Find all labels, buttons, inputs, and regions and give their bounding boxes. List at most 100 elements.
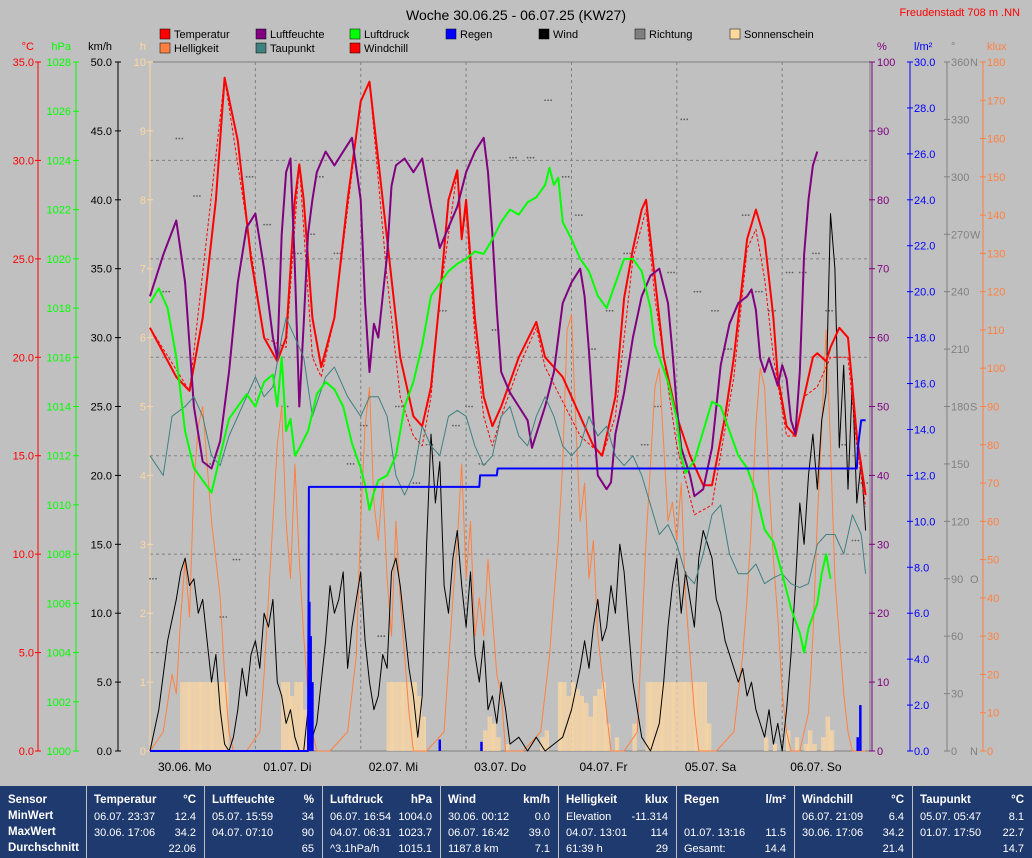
axis-tick-label-wind: 50.0 — [91, 57, 112, 69]
stat-value: 22.7 — [1002, 827, 1024, 839]
direction-dot — [352, 463, 355, 465]
axis-tick-label-pressure: 1022 — [47, 205, 71, 217]
axis-tick-label-pressure: 1018 — [47, 303, 71, 315]
axis-tick-label-sun: 2 — [140, 608, 146, 620]
stat-value: 1023.7 — [398, 827, 432, 839]
stat-value: 7.1 — [534, 843, 550, 855]
series-luftdruck — [149, 166, 832, 654]
axis-unit-sun: h — [140, 41, 146, 53]
direction-dot — [222, 616, 225, 618]
direction-dot — [854, 539, 857, 542]
direction-dot — [686, 118, 689, 121]
direction-dot — [646, 443, 649, 446]
column-separator — [676, 786, 677, 858]
axis-tick-label-light: 30 — [987, 631, 999, 643]
direction-dot — [199, 195, 201, 197]
direction-dot — [785, 271, 788, 274]
direction-dot — [515, 156, 517, 159]
stat-value: 1004.0 — [398, 811, 432, 823]
stat-value: 90 — [301, 827, 314, 839]
direction-dot — [866, 482, 869, 484]
direction-dot — [653, 405, 656, 408]
direction-dot — [594, 348, 596, 350]
axis-tick-label-wind: 40.0 — [91, 195, 112, 207]
stat-value: 21.4 — [882, 843, 904, 855]
axis-unit-wind: km/h — [88, 41, 112, 53]
sensor-header: Sensor — [8, 794, 47, 806]
axis-tick-label-rain: 30.0 — [914, 57, 935, 69]
stat-value: 22.06 — [168, 843, 196, 855]
axis-tick-label-direction: 120 — [951, 516, 969, 528]
axis-tick-label-sun: 8 — [140, 195, 146, 207]
axis-tick-label-pressure: 1010 — [47, 500, 71, 512]
axis-tick-label-pressure: 1024 — [47, 155, 71, 167]
direction-dot — [529, 156, 532, 159]
direction-dot — [251, 175, 254, 178]
axis-tick-label-rain: 12.0 — [914, 470, 935, 482]
direction-dot — [841, 443, 844, 446]
x-day-label: 04.07. Fr — [579, 760, 627, 774]
legend-label: Windchill — [364, 43, 408, 55]
direction-dot — [336, 252, 339, 255]
stat-unit: % — [303, 794, 314, 806]
direction-dot — [380, 635, 383, 638]
stat-label: 30.06. 00:12 — [448, 811, 510, 823]
direction-letter: S — [970, 402, 977, 414]
legend-label: Taupunkt — [270, 43, 315, 55]
stat-value: 29 — [655, 843, 668, 855]
direction-dot — [444, 309, 447, 312]
direction-dot — [425, 443, 428, 446]
axis-tick-label-sun: 7 — [140, 264, 146, 276]
direction-dot — [318, 175, 321, 178]
direction-dot — [313, 233, 315, 236]
direction-dot — [175, 137, 178, 140]
direction-dot — [310, 233, 312, 236]
direction-dot — [798, 271, 801, 274]
axis-tick-label-temp: 20.0 — [13, 352, 34, 364]
direction-dot — [643, 443, 646, 446]
axis-tick-label-light: 60 — [987, 516, 999, 528]
direction-dot — [455, 424, 457, 427]
legend-label: Temperatur — [174, 29, 230, 41]
axis-tick-label-light: 20 — [987, 669, 999, 681]
x-day-label: 06.07. So — [790, 760, 842, 774]
direction-dot — [346, 463, 349, 465]
axis-tick-label-wind: 15.0 — [91, 539, 112, 551]
axis-tick-label-light: 100 — [987, 363, 1005, 375]
direction-dot — [760, 290, 763, 293]
axis-tick-label-sun: 3 — [140, 539, 146, 551]
direction-dot — [365, 424, 368, 427]
stat-label: 30.06. 17:06 — [94, 827, 156, 839]
axis-tick-label-light: 90 — [987, 402, 999, 414]
direction-dot — [567, 175, 570, 178]
series-taupunkt — [149, 317, 867, 589]
direction-dot — [152, 577, 154, 580]
stat-value: 14.7 — [1002, 843, 1024, 855]
axis-tick-label-humidity: 80 — [877, 195, 889, 207]
axis-tick-label-light: 150 — [987, 172, 1005, 184]
stat-value: 11.5 — [765, 827, 786, 839]
stat-label: 04.07. 06:31 — [330, 827, 392, 839]
sensor-column: Sensor MinWert MaxWert Durchschnitt — [0, 786, 86, 858]
stat-title: Taupunkt — [920, 794, 971, 806]
direction-dot — [818, 252, 820, 255]
stat-title: Luftfeuchte — [212, 794, 275, 806]
axis-tick-label-rain: 24.0 — [914, 195, 935, 207]
stat-value: 8.1 — [1008, 811, 1024, 823]
direction-dot — [491, 329, 494, 331]
direction-dot — [670, 271, 672, 274]
direction-dot — [828, 309, 830, 312]
axis-tick-label-rain: 22.0 — [914, 241, 935, 253]
column-separator — [912, 786, 913, 858]
stat-title: Luftdruck — [330, 794, 384, 806]
direction-dot — [741, 214, 744, 217]
axis-tick-label-humidity: 70 — [877, 264, 889, 276]
axis-tick-label-rain: 16.0 — [914, 379, 935, 391]
direction-letter: N — [970, 746, 978, 758]
direction-dot — [774, 309, 776, 312]
direction-dot — [857, 539, 860, 542]
direction-dot — [608, 309, 611, 312]
direction-dot — [219, 616, 222, 618]
stat-value: 114 — [650, 827, 668, 839]
stat-label: 01.07. 17:50 — [920, 827, 982, 839]
